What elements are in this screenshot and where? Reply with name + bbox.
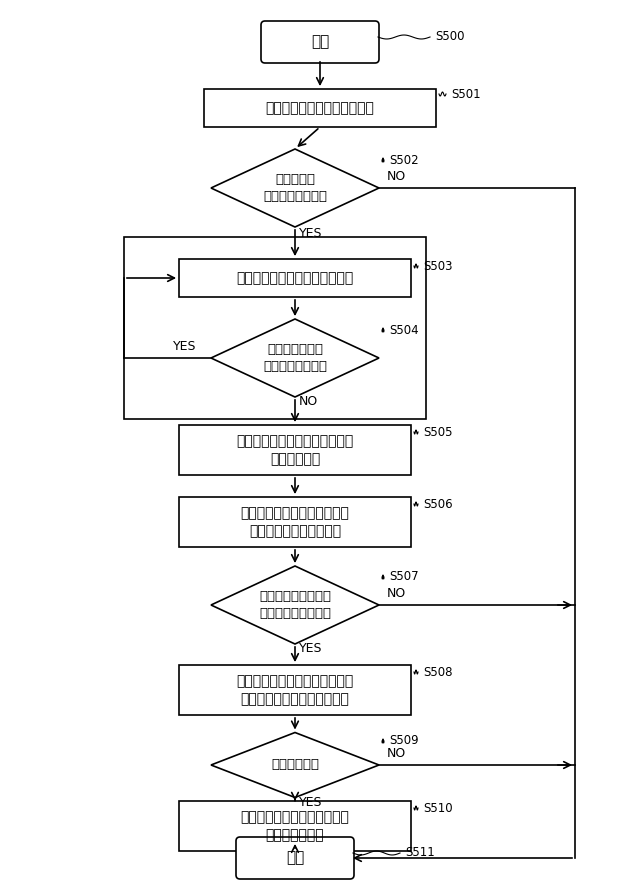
Text: 周辺機器を
使用する造形か？: 周辺機器を 使用する造形か？ (263, 173, 327, 203)
Bar (179, 665, 411, 715)
Text: 周辺機器の表示画像を取得する: 周辺機器の表示画像を取得する (236, 271, 354, 285)
Text: S503: S503 (423, 259, 452, 273)
Bar (179, 497, 411, 547)
Text: 周辺機器の表示画像を品質デー
タと紐付ける: 周辺機器の表示画像を品質デー タと紐付ける (236, 434, 354, 466)
Text: S502: S502 (389, 153, 419, 166)
Text: S506: S506 (423, 497, 452, 511)
Bar (204, 89, 436, 127)
Polygon shape (211, 733, 379, 797)
Polygon shape (211, 566, 379, 644)
FancyBboxPatch shape (236, 837, 354, 879)
Bar (179, 259, 411, 297)
Text: YES: YES (299, 796, 323, 809)
Text: S509: S509 (389, 735, 419, 748)
Text: 後続に周辺機器
が接続されている: 後続に周辺機器 が接続されている (263, 343, 327, 373)
Text: S507: S507 (389, 571, 419, 583)
Text: 品質不良ありかつ造形終了後: 品質不良ありかつ造形終了後 (266, 101, 374, 115)
Polygon shape (211, 319, 379, 397)
Text: 開始: 開始 (311, 35, 329, 50)
Text: YES: YES (173, 340, 196, 353)
Text: S504: S504 (389, 324, 419, 336)
Bar (179, 425, 411, 475)
Text: NO: NO (299, 395, 318, 408)
Polygon shape (211, 149, 379, 227)
FancyBboxPatch shape (261, 21, 379, 63)
Text: NO: NO (387, 747, 406, 760)
Text: YES: YES (299, 642, 323, 655)
Bar (179, 801, 411, 851)
Text: S500: S500 (435, 30, 465, 43)
Text: 範囲情外か？: 範囲情外か？ (271, 758, 319, 772)
Text: 値の許容範囲の情報
を保持しているか？: 値の許容範囲の情報 を保持しているか？ (259, 590, 331, 620)
Text: YES: YES (299, 227, 323, 240)
Text: NO: NO (387, 587, 406, 600)
Bar (124, 237, 426, 419)
Text: 抽出した設定情報・装置状態情
報の値と許容範囲を比較する: 抽出した設定情報・装置状態情 報の値と許容範囲を比較する (236, 673, 354, 706)
Text: S501: S501 (451, 88, 481, 101)
Text: 取得した表示画像から設定情
報・装置状態情報を抽出: 取得した表示画像から設定情 報・装置状態情報を抽出 (241, 506, 349, 538)
Text: S510: S510 (423, 802, 452, 814)
Text: 品質データに品質異常可能性
フラグをセット: 品質データに品質異常可能性 フラグをセット (241, 810, 349, 843)
Text: NO: NO (387, 170, 406, 183)
Text: S508: S508 (423, 666, 452, 679)
Text: S505: S505 (423, 426, 452, 438)
Text: S511: S511 (405, 846, 435, 859)
Text: 終了: 終了 (286, 850, 304, 866)
